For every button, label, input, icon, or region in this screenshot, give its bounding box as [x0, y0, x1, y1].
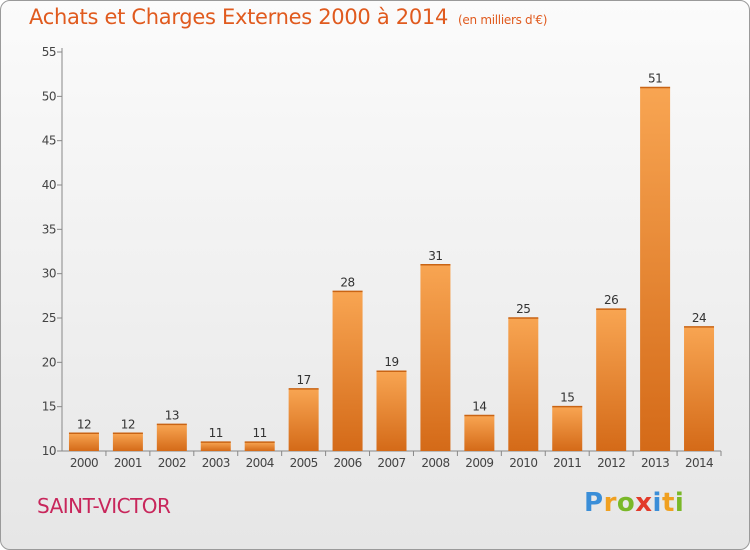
bar-value-label: 51	[648, 71, 662, 85]
bar	[684, 326, 715, 451]
y-tick-label: 20	[42, 355, 56, 369]
bar	[244, 442, 275, 451]
bar-value-label: 25	[516, 302, 530, 316]
bar	[376, 371, 407, 451]
x-tick-label: 2007	[377, 456, 405, 470]
logo-letter: P	[584, 488, 604, 518]
bar	[156, 424, 187, 451]
bar	[596, 309, 627, 451]
bar	[420, 264, 451, 451]
bar	[552, 406, 583, 451]
y-tick-label: 45	[42, 134, 56, 148]
chart-title-text: Achats et Charges Externes 2000 à 2014	[29, 5, 449, 29]
bar	[288, 388, 319, 451]
x-tick-label: 2014	[685, 456, 713, 470]
x-tick-label: 2005	[290, 456, 318, 470]
bar	[464, 415, 495, 451]
y-tick-label: 40	[42, 178, 56, 192]
logo-letter: x	[635, 488, 653, 518]
bar	[112, 433, 143, 451]
bar-value-label: 13	[165, 408, 179, 422]
bar	[640, 87, 671, 451]
y-tick-label: 25	[42, 311, 56, 325]
bar-value-label: 12	[77, 417, 91, 431]
x-tick-label: 2013	[641, 456, 669, 470]
x-tick-label: 2008	[421, 456, 449, 470]
logo-letter: o	[616, 488, 636, 518]
y-tick-label: 30	[42, 267, 56, 281]
bar-value-label: 26	[604, 293, 618, 307]
bar	[68, 433, 99, 451]
x-tick-label: 2006	[333, 456, 361, 470]
y-tick-label: 35	[42, 222, 56, 236]
chart-unit-note: (en milliers d'€)	[458, 13, 548, 27]
bar-value-label: 11	[253, 426, 267, 440]
logo-letter: i	[652, 488, 662, 518]
bar	[508, 318, 539, 451]
y-tick-label: 15	[42, 400, 56, 414]
x-tick-label: 2001	[114, 456, 142, 470]
x-tick-label: 2010	[509, 456, 537, 470]
x-tick-label: 2003	[202, 456, 230, 470]
bar-value-label: 11	[209, 426, 223, 440]
y-tick-label: 55	[42, 45, 56, 59]
bar-value-label: 24	[692, 311, 706, 325]
logo-letter: r	[603, 488, 617, 518]
bar-value-label: 28	[340, 275, 354, 289]
x-tick-label: 2000	[70, 456, 98, 470]
bar	[332, 291, 363, 451]
x-tick-label: 2012	[597, 456, 625, 470]
logo-letter: i	[674, 488, 685, 518]
bar-value-label: 17	[296, 373, 310, 387]
logo-letter: t	[661, 488, 675, 518]
proxiti-logo: Proxiti	[584, 488, 684, 518]
y-tick-label: 10	[42, 444, 56, 458]
bar-value-label: 31	[428, 249, 442, 263]
x-tick-label: 2004	[246, 456, 274, 470]
x-tick-label: 2011	[553, 456, 581, 470]
y-tick-label: 50	[42, 89, 56, 103]
bar-value-label: 15	[560, 391, 574, 405]
bar	[200, 442, 231, 451]
chart-title: Achats et Charges Externes 2000 à 2014 (e…	[29, 5, 547, 29]
bar-value-label: 14	[472, 400, 486, 414]
place-name: SAINT-VICTOR	[37, 494, 171, 518]
x-tick-label: 2009	[465, 456, 493, 470]
bar-value-label: 12	[121, 417, 135, 431]
x-tick-label: 2002	[158, 456, 186, 470]
bar-value-label: 19	[384, 355, 398, 369]
